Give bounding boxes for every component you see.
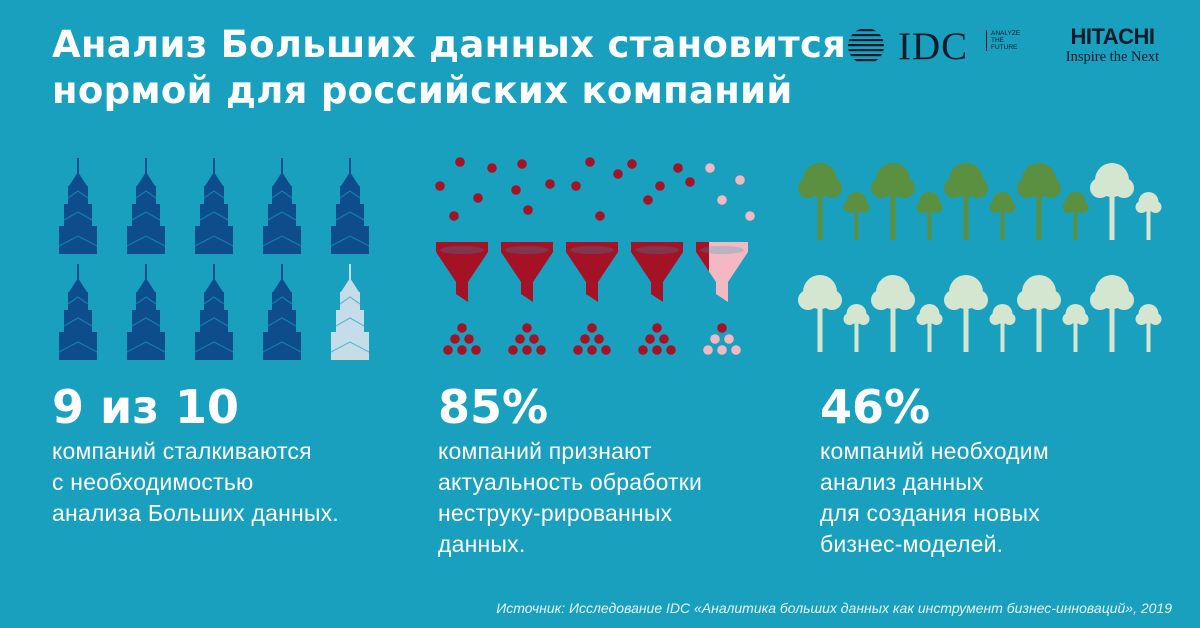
data-dot (449, 211, 459, 221)
title-line-1: Анализ Больших данных становится (52, 23, 847, 66)
hitachi-wordmark: HITACHI (1070, 24, 1155, 49)
tree-icon (1017, 275, 1061, 352)
stat-value-1: 9 из 10 (52, 380, 240, 434)
tree-icon (944, 163, 988, 240)
data-dot (613, 169, 623, 179)
stat-description-2: компаний признают актуальность обработки… (438, 436, 702, 560)
idc-tagline: ANALYZE THE FUTURE (986, 30, 1031, 51)
data-dot (735, 175, 745, 185)
data-dot (523, 205, 533, 215)
idc-wordmark: IDC (898, 25, 969, 68)
idc-tagline-word: THE (991, 37, 1004, 44)
stat-value-3: 46% (820, 380, 931, 434)
description-line: анализа Больших данных. (52, 500, 339, 526)
stat-description-3: компаний необходим анализ данных для соз… (820, 436, 1049, 560)
skyscraper-icon (330, 264, 370, 360)
description-line: бизнес-моделей. (820, 531, 1004, 557)
data-dot (435, 181, 445, 191)
tree-icon (916, 304, 943, 352)
description-line: с необходимостью (52, 469, 254, 495)
skyscraper-icon (58, 158, 98, 254)
trees-grid (798, 163, 1162, 352)
globe-lines-icon (848, 29, 884, 62)
description-line: компаний необходим (820, 438, 1049, 464)
funnel-icon (696, 242, 748, 302)
output-dots (638, 323, 676, 355)
stat-value-2: 85% (438, 380, 549, 434)
data-dot (705, 163, 715, 173)
tree-icon (1062, 192, 1089, 240)
description-line: анализ данных (820, 469, 984, 495)
output-dots (703, 323, 741, 355)
description-line: актуальность обработки (438, 469, 703, 495)
idc-tagline-word: FUTURE (991, 44, 1018, 51)
source-note: Источник: Исследование IDC «Аналитика бо… (496, 600, 1172, 616)
data-dot (571, 181, 581, 191)
tree-icon (1062, 304, 1089, 352)
tree-icon (944, 275, 988, 352)
page-title: Анализ Больших данных становится нормой … (52, 22, 847, 114)
skyscraper-icon (330, 158, 370, 254)
skyscrapers-grid (58, 158, 370, 360)
skyscraper-icon (126, 158, 166, 254)
data-dot (643, 195, 653, 205)
hitachi-tagline: Inspire the Next (1065, 49, 1160, 65)
skyscraper-icon (126, 264, 166, 360)
description-line: компаний признают (438, 438, 652, 464)
hitachi-logo: HITACHI Inspire the Next (1050, 24, 1175, 66)
data-dot (745, 211, 755, 221)
idc-tagline-word: ANALYZE (991, 30, 1021, 37)
tree-icon (1090, 275, 1134, 352)
tree-icon (798, 163, 842, 240)
funnel-icon (631, 242, 683, 302)
data-dot (487, 163, 497, 173)
data-dot (585, 157, 595, 167)
funnels-group (435, 157, 755, 355)
data-dot (473, 193, 483, 203)
skyscraper-icon (58, 264, 98, 360)
skyscraper-icon (262, 158, 302, 254)
data-dot (717, 195, 727, 205)
data-dot (685, 177, 695, 187)
data-dot (595, 211, 605, 221)
output-dots (508, 323, 546, 355)
funnel-icon (501, 242, 553, 302)
description-line: данных. (438, 531, 526, 557)
data-dot (627, 159, 637, 169)
tree-icon (798, 275, 842, 352)
tree-icon (1135, 192, 1162, 240)
skyscraper-icon (262, 264, 302, 360)
data-dot (517, 159, 527, 169)
data-dot (673, 163, 683, 173)
skyscraper-icon (194, 158, 234, 254)
tree-icon (916, 192, 943, 240)
title-line-2: нормой для российских компаний (52, 69, 793, 112)
skyscraper-icon (194, 264, 234, 360)
tree-icon (1135, 304, 1162, 352)
tree-icon (1090, 163, 1134, 240)
data-dot (511, 185, 521, 195)
tree-icon (871, 275, 915, 352)
description-line: компаний сталкиваются (52, 438, 312, 464)
funnel-icon (566, 242, 618, 302)
output-dots (573, 323, 611, 355)
tree-icon (843, 304, 870, 352)
tree-icon (989, 192, 1016, 240)
idc-logo: IDC ANALYZE THE FUTURE (840, 25, 1020, 68)
funnel-icon (436, 242, 488, 302)
tree-icon (843, 192, 870, 240)
description-line: неструку-рированных (438, 500, 673, 526)
tree-icon (1017, 163, 1061, 240)
description-line: для создания новых (820, 500, 1040, 526)
tree-icon (871, 163, 915, 240)
tree-icon (989, 304, 1016, 352)
output-dots (443, 323, 481, 355)
data-dot (655, 181, 665, 191)
data-dot (545, 179, 555, 189)
data-dot (455, 157, 465, 167)
stat-description-1: компаний сталкиваются с необходимостью а… (52, 436, 339, 529)
